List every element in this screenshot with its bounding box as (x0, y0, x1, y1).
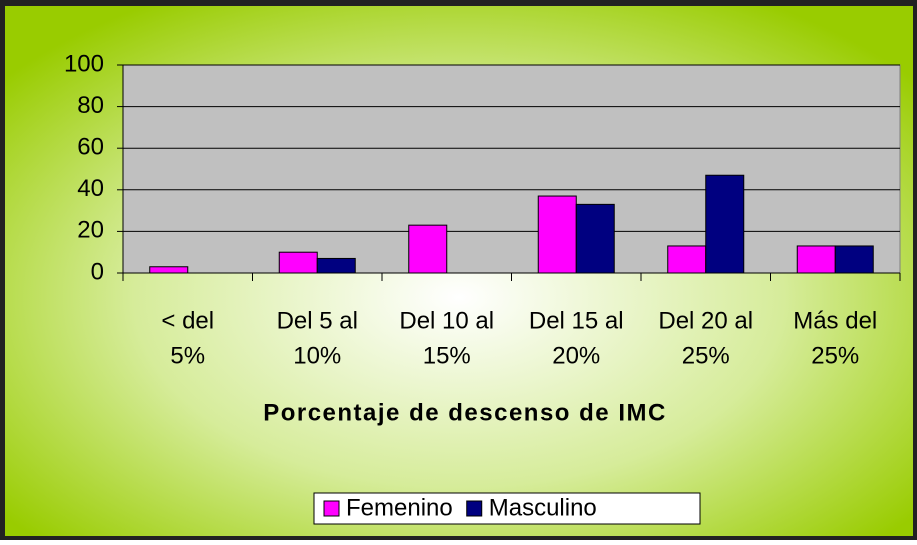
x-tick-label: Del 10 al (399, 307, 494, 334)
x-tick-label: 15% (423, 342, 471, 369)
y-tick-label: 80 (77, 92, 104, 119)
y-tick-label: 0 (91, 258, 104, 285)
y-tick-label: 100 (64, 50, 104, 77)
bar (705, 174, 745, 274)
bar (149, 266, 189, 274)
x-tick-label: 5% (170, 342, 205, 369)
x-tick-label: 25% (682, 342, 730, 369)
x-tick-label: Del 20 al (658, 307, 753, 334)
x-tick-label: Del 15 al (529, 307, 624, 334)
y-tick-label: 40 (77, 175, 104, 202)
x-tick-label: Del 5 al (277, 307, 358, 334)
y-tick-label: 20 (77, 217, 104, 244)
legend-label: Femenino (346, 494, 453, 521)
legend-label: Masculino (489, 494, 597, 521)
x-tick-label: Más del (793, 307, 877, 334)
bar (796, 245, 836, 274)
x-tick-label: 20% (552, 342, 600, 369)
y-tick-label: 60 (77, 134, 104, 161)
legend-swatch (466, 500, 483, 517)
x-tick-label: < del (161, 307, 214, 334)
x-axis-title: Porcentaje de descenso de IMC (263, 399, 667, 426)
bar (575, 203, 615, 274)
x-tick-label: 25% (811, 342, 859, 369)
bar (316, 257, 356, 274)
legend-swatch (323, 500, 340, 517)
plot-area (122, 64, 901, 274)
bar (667, 245, 707, 274)
legend (313, 492, 701, 525)
bar (834, 245, 874, 274)
bar (537, 195, 577, 274)
bar (408, 224, 448, 274)
bar (278, 251, 318, 274)
x-tick-label: 10% (293, 342, 341, 369)
